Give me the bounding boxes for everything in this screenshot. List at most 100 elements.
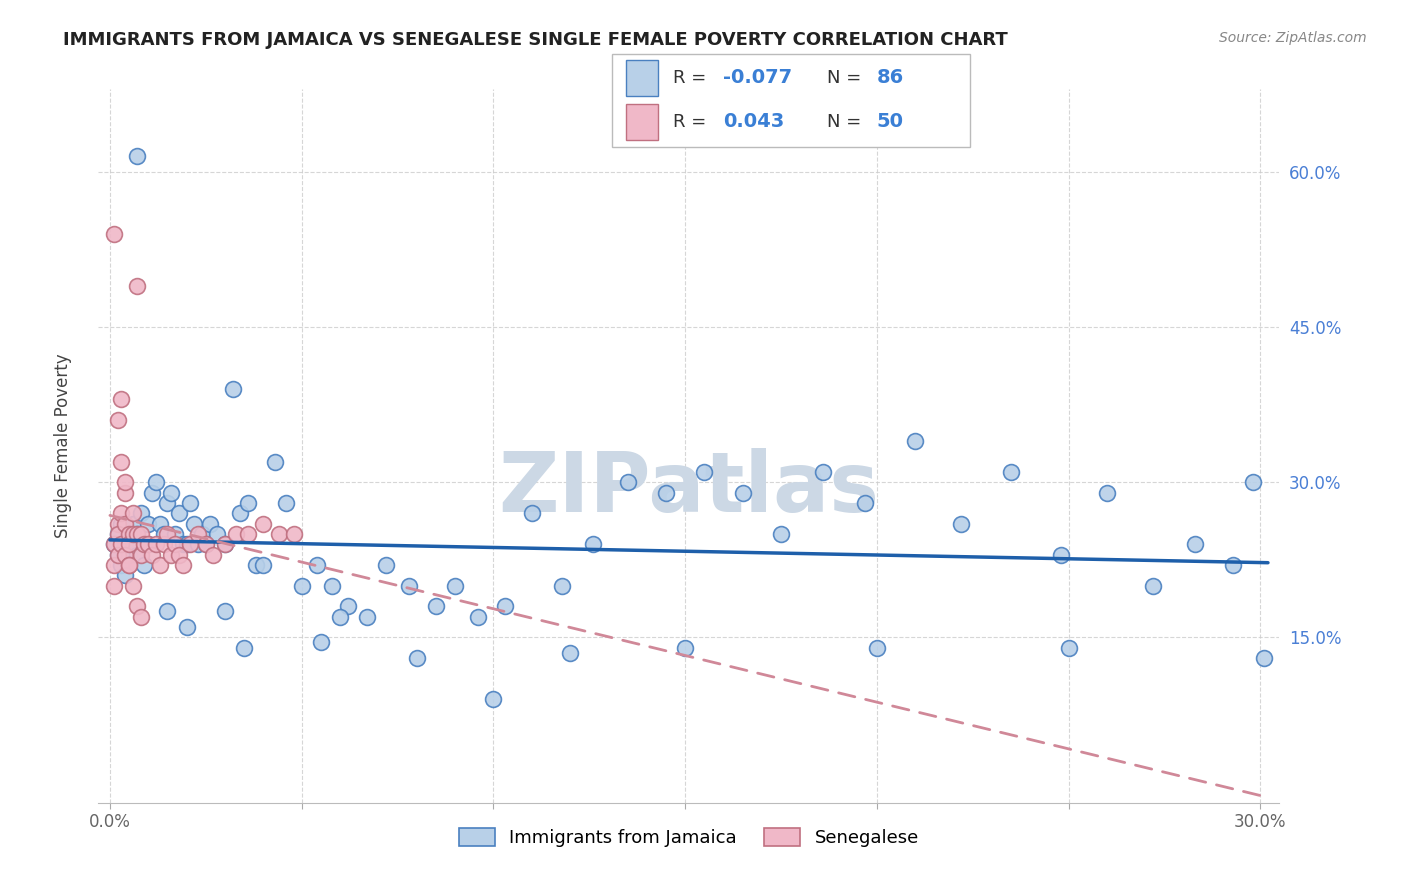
Bar	[626, 60, 658, 95]
Point	[118, 558, 141, 572]
Point	[145, 475, 167, 490]
Point	[1184, 537, 1206, 551]
Point	[236, 527, 259, 541]
Point	[194, 537, 217, 551]
Point	[183, 516, 205, 531]
Point	[122, 537, 145, 551]
Point	[156, 605, 179, 619]
Point	[1241, 475, 1264, 490]
Point	[110, 506, 132, 520]
Point	[156, 496, 179, 510]
Point	[221, 382, 243, 396]
Point	[950, 516, 973, 531]
Point	[114, 568, 136, 582]
Point	[769, 527, 792, 541]
Point	[1142, 579, 1164, 593]
Point	[853, 496, 876, 510]
Point	[118, 537, 141, 551]
Point	[103, 579, 125, 593]
Point	[425, 599, 447, 614]
Point	[444, 579, 467, 593]
Point	[129, 548, 152, 562]
Point	[103, 537, 125, 551]
Point	[141, 548, 163, 562]
Point	[375, 558, 398, 572]
Point	[118, 527, 141, 541]
Point	[141, 485, 163, 500]
Point	[160, 548, 183, 562]
Point	[145, 537, 167, 551]
Point	[582, 537, 605, 551]
Text: 86: 86	[877, 69, 904, 87]
Point	[122, 579, 145, 593]
Bar	[626, 104, 658, 140]
Point	[125, 599, 148, 614]
Point	[125, 278, 148, 293]
Legend: Immigrants from Jamaica, Senegalese: Immigrants from Jamaica, Senegalese	[451, 821, 927, 855]
Point	[179, 496, 201, 510]
Point	[134, 558, 156, 572]
Point	[107, 548, 129, 562]
Point	[202, 548, 225, 562]
Point	[114, 475, 136, 490]
Text: N =: N =	[827, 113, 866, 131]
Point	[136, 516, 159, 531]
Point	[187, 527, 209, 541]
Point	[149, 516, 172, 531]
Point	[276, 496, 298, 510]
Point	[309, 635, 332, 649]
Point	[110, 558, 132, 572]
Point	[267, 527, 290, 541]
FancyBboxPatch shape	[612, 54, 970, 147]
Point	[156, 527, 179, 541]
Point	[693, 465, 716, 479]
Point	[194, 537, 217, 551]
Point	[1222, 558, 1244, 572]
Point	[305, 558, 328, 572]
Point	[165, 527, 187, 541]
Text: ZIPatlas: ZIPatlas	[499, 449, 879, 529]
Point	[125, 527, 148, 541]
Point	[245, 558, 267, 572]
Point	[187, 537, 209, 551]
Point	[149, 558, 172, 572]
Point	[103, 537, 125, 551]
Point	[558, 646, 581, 660]
Point	[110, 516, 132, 531]
Point	[172, 537, 194, 551]
Point	[107, 527, 129, 541]
Point	[125, 149, 148, 163]
Point	[125, 548, 148, 562]
Point	[1050, 548, 1073, 562]
Point	[136, 537, 159, 551]
Text: Source: ZipAtlas.com: Source: ZipAtlas.com	[1219, 31, 1367, 45]
Point	[233, 640, 256, 655]
Text: R =: R =	[672, 113, 711, 131]
Point	[467, 609, 489, 624]
Point	[1095, 485, 1118, 500]
Point	[398, 579, 420, 593]
Point	[329, 609, 352, 624]
Point	[118, 527, 141, 541]
Point	[198, 516, 221, 531]
Point	[191, 527, 214, 541]
Text: Single Female Poverty: Single Female Poverty	[55, 354, 72, 538]
Point	[107, 516, 129, 531]
Point	[1253, 651, 1275, 665]
Text: N =: N =	[827, 69, 866, 87]
Point	[214, 605, 236, 619]
Point	[291, 579, 314, 593]
Point	[103, 558, 125, 572]
Point	[811, 465, 834, 479]
Point	[134, 537, 156, 551]
Point	[118, 548, 141, 562]
Point	[179, 537, 201, 551]
Point	[405, 651, 427, 665]
Point	[122, 527, 145, 541]
Point	[229, 506, 252, 520]
Point	[122, 516, 145, 531]
Point	[482, 692, 505, 706]
Point	[283, 527, 305, 541]
Point	[252, 558, 274, 572]
Point	[136, 537, 159, 551]
